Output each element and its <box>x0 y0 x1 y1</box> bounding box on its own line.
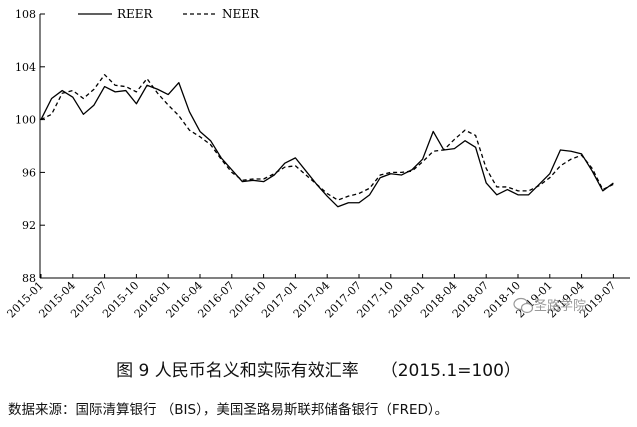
series-lines <box>40 74 614 208</box>
data-source-note: 数据来源：国际清算银行 （BIS），美国圣路易斯联邦储备银行（FRED）。 <box>8 402 449 418</box>
series-line-neer <box>40 74 614 201</box>
y-tick-label: 104 <box>15 61 36 74</box>
legend-reer-label: REER <box>117 7 154 21</box>
legend-neer-label: NEER <box>222 7 260 21</box>
legend: REER NEER <box>78 7 260 21</box>
figure-caption: 图 9 人民币名义和实际有效汇率 （2015.1=100） <box>0 356 637 381</box>
watermark: 圣路学院 <box>513 297 586 314</box>
caption-title: 图 9 人民币名义和实际有效汇率 <box>116 361 359 381</box>
y-tick-label: 88 <box>22 272 36 285</box>
series-line-reer <box>40 81 614 208</box>
y-tick-label: 92 <box>22 219 36 232</box>
y-tick-label: 100 <box>15 114 36 127</box>
caption-ratio: （2015.1=100） <box>380 361 521 381</box>
y-tick-label: 96 <box>22 166 36 179</box>
y-axis: 88 92 96 100 104 108 <box>15 8 45 285</box>
watermark-text: 圣路学院 <box>534 298 586 314</box>
wechat-icon <box>513 297 534 314</box>
y-tick-label: 108 <box>15 8 36 21</box>
